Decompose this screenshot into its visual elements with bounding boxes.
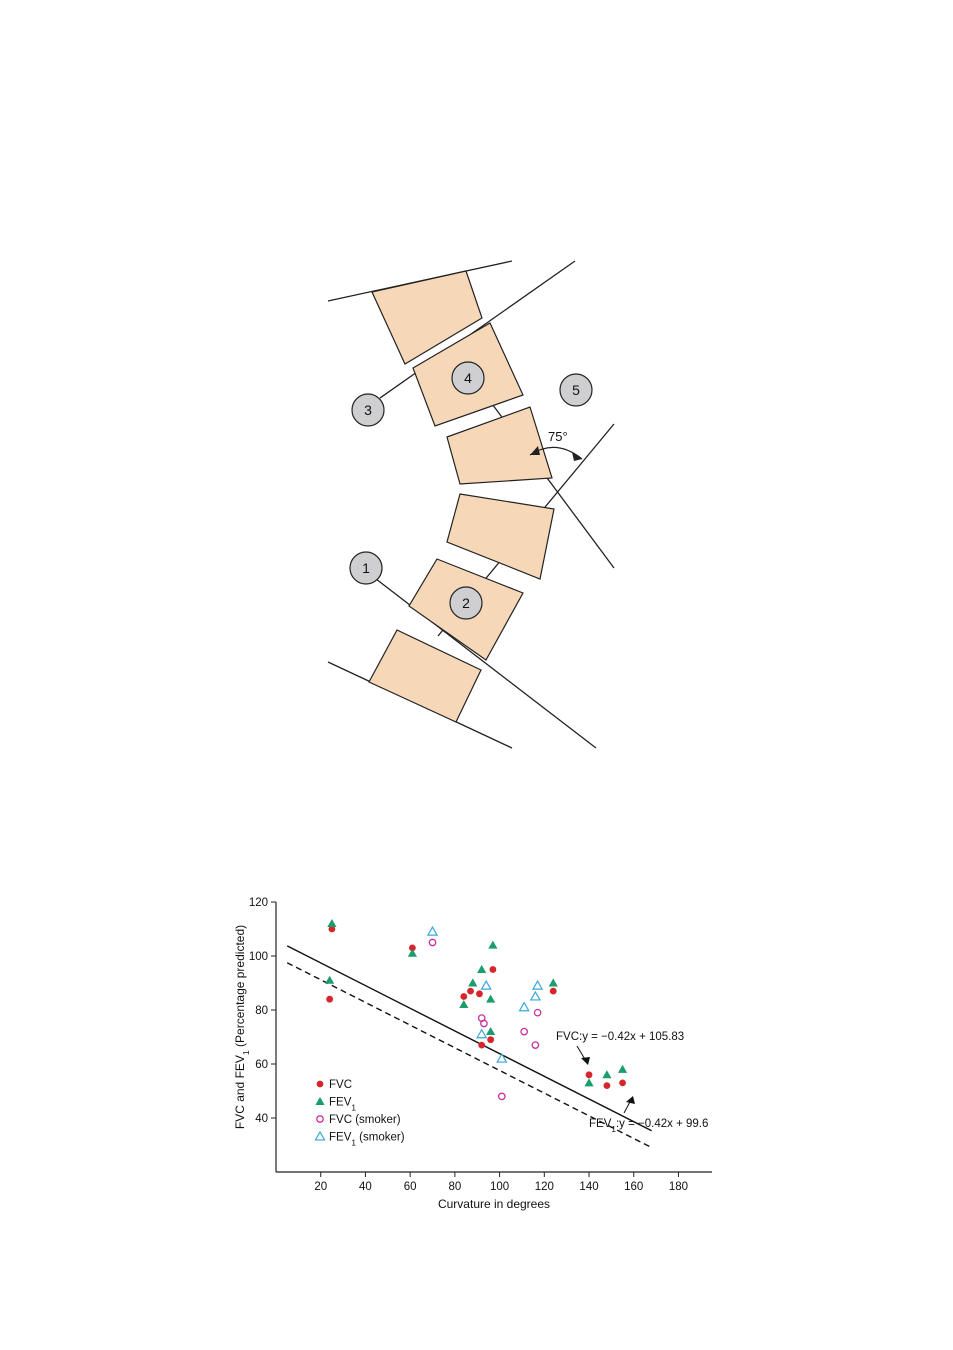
data-point <box>467 987 474 995</box>
legend-marker <box>315 1096 325 1105</box>
data-point <box>488 940 498 949</box>
marker-3: 3 <box>351 393 385 427</box>
y-tick-label: 80 <box>255 1005 268 1017</box>
data-point <box>617 1064 628 1073</box>
data-point <box>489 966 497 973</box>
data-point <box>529 990 541 1001</box>
data-point <box>531 1041 540 1049</box>
data-point <box>518 1001 530 1012</box>
fvc-equation-label: FVC:y = −0.42x + 105.83 <box>556 1031 684 1043</box>
data-point <box>428 938 437 947</box>
data-point <box>585 1071 593 1079</box>
y-tick-label: 100 <box>249 951 268 963</box>
vertebra-4 <box>446 493 555 580</box>
x-tick-label: 160 <box>624 1181 643 1193</box>
legend-label: FEV1 (smoker) <box>329 1132 405 1148</box>
data-point <box>549 987 557 995</box>
svg-text:3: 3 <box>364 402 372 418</box>
fvc-regression-line <box>286 945 652 1132</box>
upper-perpendicular-line <box>379 260 576 399</box>
data-point <box>476 990 483 998</box>
marker-2: 2 <box>449 586 483 620</box>
vertebra-6 <box>368 629 482 723</box>
data-point <box>486 994 496 1003</box>
y-axis-label: FVC and FEV1 (Percentage predicted) <box>233 925 251 1129</box>
fvc-pointer-head <box>581 1057 590 1065</box>
data-point <box>584 1078 594 1087</box>
data-point <box>619 1079 626 1087</box>
regression-lines <box>286 945 652 1149</box>
data-point <box>480 1019 488 1028</box>
svg-text:4: 4 <box>464 370 472 386</box>
data-point <box>480 979 492 990</box>
x-tick-label: 100 <box>490 1181 509 1193</box>
data-point <box>478 1041 486 1049</box>
angle-arrowhead-left <box>530 446 540 455</box>
marker-1: 1 <box>349 551 383 585</box>
data-point <box>477 964 487 973</box>
data-point <box>326 995 334 1003</box>
legend-label: FVC (smoker) <box>329 1114 401 1126</box>
data-point <box>476 1028 488 1039</box>
y-tick-label: 120 <box>249 897 268 909</box>
cobb-angle-diagram: 75° 1 2 3 4 5 <box>327 260 615 749</box>
regression-labels: FVC:y = −0.42x + 105.83 FEV1:y = −0.42x +… <box>556 1031 708 1134</box>
angle-arrowhead-right <box>572 452 582 461</box>
data-point <box>487 1036 495 1044</box>
x-axis-label: Curvature in degrees <box>438 1197 550 1211</box>
legend-label: FEV1 <box>329 1097 356 1113</box>
svg-text:2: 2 <box>462 595 470 611</box>
vertebra-1 <box>371 270 483 365</box>
data-point <box>328 925 336 933</box>
data-point <box>486 1027 496 1036</box>
x-tick-label: 120 <box>535 1181 554 1193</box>
fev1-equation-label: FEV1:y = −0.42x + 99.6 <box>589 1118 708 1134</box>
x-tick-label: 40 <box>359 1181 372 1193</box>
data-point <box>459 1000 469 1009</box>
legend-marker <box>316 1080 324 1088</box>
chart-axes: 20 40 60 80 100 120 140 160 180 40 60 80 100 120 Curva… <box>233 897 712 1211</box>
legend-marker <box>314 1130 326 1141</box>
data-point <box>468 978 478 987</box>
data-point <box>603 1082 611 1089</box>
marker-5: 5 <box>559 373 593 407</box>
data-point <box>460 993 468 1000</box>
x-tick-label: 140 <box>579 1181 598 1193</box>
x-tick-label: 60 <box>404 1181 417 1193</box>
marker-4: 4 <box>451 361 485 395</box>
data-point <box>497 1092 506 1101</box>
legend-label: FVC <box>329 1079 352 1091</box>
data-point <box>407 948 417 957</box>
svg-text:1: 1 <box>362 560 370 576</box>
y-tick-label: 60 <box>255 1059 268 1071</box>
data-point <box>325 975 335 984</box>
svg-text:5: 5 <box>572 382 580 398</box>
vertebra-3 <box>446 406 553 485</box>
data-point <box>531 979 544 990</box>
data-points <box>325 919 628 1101</box>
data-point <box>548 978 558 987</box>
data-point <box>520 1027 529 1036</box>
x-tick-label: 20 <box>314 1181 327 1193</box>
data-point <box>496 1052 508 1063</box>
data-point <box>533 1008 542 1017</box>
y-tick-label: 40 <box>255 1113 268 1125</box>
fev1-pointer-head <box>626 1096 635 1104</box>
data-point <box>426 925 439 936</box>
data-point <box>327 919 337 928</box>
data-point <box>602 1070 612 1079</box>
x-tick-label: 180 <box>669 1181 688 1193</box>
fev1-regression-line <box>286 962 652 1149</box>
x-tick-label: 80 <box>448 1181 461 1193</box>
angle-label: 75° <box>548 429 568 444</box>
data-point <box>408 944 416 952</box>
legend-marker <box>316 1115 324 1123</box>
